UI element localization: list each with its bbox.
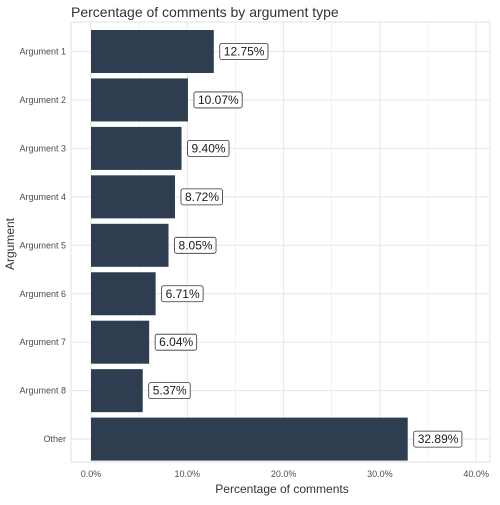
data-label-text: 32.89% bbox=[418, 432, 459, 446]
x-axis-ticks: 0.0% 10.0% 20.0% 30.0% 40.0% bbox=[81, 469, 489, 479]
data-label: 6.04% bbox=[154, 333, 198, 351]
data-label-box bbox=[161, 285, 204, 303]
data-label: 5.37% bbox=[148, 382, 191, 400]
y-tick-label: Argument 5 bbox=[19, 240, 66, 250]
bar bbox=[91, 369, 143, 413]
bar bbox=[91, 320, 150, 364]
data-label-text: 12.75% bbox=[224, 45, 265, 59]
data-label: 6.71% bbox=[161, 285, 204, 303]
bar bbox=[91, 272, 156, 316]
data-label: 9.40% bbox=[187, 139, 230, 157]
data-label: 8.05% bbox=[174, 236, 217, 254]
x-tick-label: 30.0% bbox=[367, 469, 393, 479]
data-label-text: 9.40% bbox=[192, 141, 226, 155]
bar bbox=[91, 30, 214, 73]
data-label-box bbox=[148, 382, 191, 400]
data-label-box bbox=[174, 236, 217, 254]
x-tick-label: 20.0% bbox=[271, 469, 297, 479]
y-tick-label: Argument 1 bbox=[19, 47, 66, 57]
bar bbox=[91, 126, 182, 170]
y-tick-label: Argument 4 bbox=[19, 192, 66, 202]
data-labels-layer: 12.75% 10.07% 9.40% 8.72% 8.05% 6.71% 6.04% 5.3… bbox=[148, 43, 463, 448]
y-axis-label: Argument bbox=[3, 217, 17, 270]
data-label-box bbox=[154, 333, 198, 351]
data-label-box bbox=[413, 430, 463, 448]
data-label-box bbox=[180, 188, 223, 206]
bars-layer bbox=[91, 30, 408, 461]
x-tick-label: 10.0% bbox=[175, 469, 201, 479]
plot-panel-border bbox=[70, 21, 491, 463]
y-tick-label: Argument 8 bbox=[19, 386, 66, 396]
bar bbox=[91, 223, 169, 267]
chart-title: Percentage of comments by argument type bbox=[71, 4, 339, 20]
data-label-text: 5.37% bbox=[153, 384, 187, 398]
data-label: 8.72% bbox=[180, 188, 223, 206]
data-label-box bbox=[193, 91, 243, 109]
y-tick-label: Other bbox=[43, 434, 66, 444]
data-label: 10.07% bbox=[193, 91, 243, 109]
data-label-text: 6.71% bbox=[166, 287, 200, 301]
bar bbox=[91, 417, 408, 461]
x-axis-label: Percentage of comments bbox=[215, 482, 348, 496]
data-label-text: 10.07% bbox=[198, 93, 239, 107]
y-tick-label: Argument 7 bbox=[19, 337, 66, 347]
x-tick-label: 40.0% bbox=[463, 469, 489, 479]
bar bbox=[91, 78, 188, 122]
data-label: 12.75% bbox=[219, 43, 269, 60]
y-tick-label: Argument 2 bbox=[19, 95, 66, 105]
data-label-box bbox=[219, 43, 269, 60]
data-label-text: 8.72% bbox=[185, 190, 219, 204]
y-tick-label: Argument 3 bbox=[19, 143, 66, 153]
y-axis-ticks: Argument 1 Argument 2 Argument 3 Argument 4… bbox=[19, 47, 66, 445]
bar bbox=[91, 175, 175, 219]
y-tick-label: Argument 6 bbox=[19, 289, 66, 299]
data-label-text: 8.05% bbox=[179, 238, 213, 252]
data-label-text: 6.04% bbox=[159, 335, 193, 349]
data-label-box bbox=[187, 139, 230, 157]
x-tick-label: 0.0% bbox=[81, 469, 102, 479]
data-label: 32.89% bbox=[413, 430, 463, 448]
